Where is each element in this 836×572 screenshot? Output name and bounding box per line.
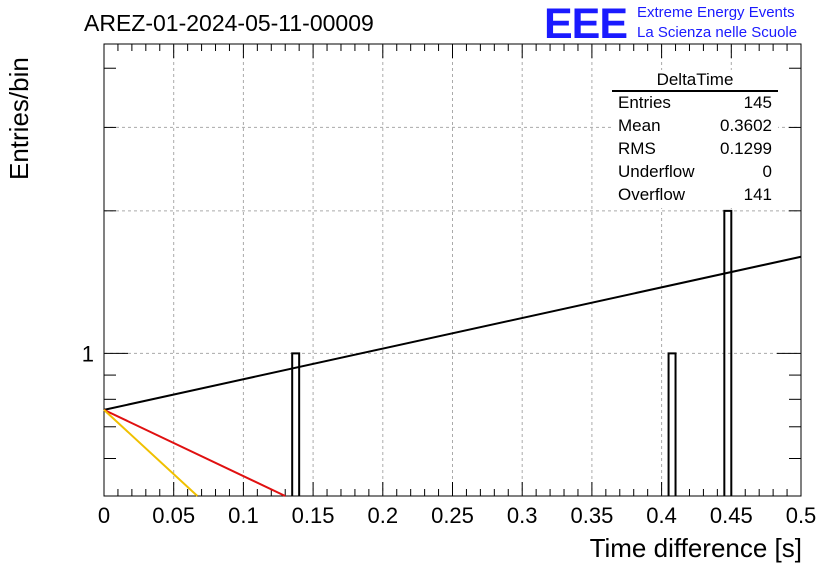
logo-text: Extreme Energy Events La Scienza nelle S… — [637, 3, 797, 43]
grid — [104, 44, 801, 496]
x-tick-label: 0.35 — [570, 503, 613, 528]
stats-key: Overflow — [618, 185, 686, 204]
fit-line — [103, 408, 286, 497]
stats-value: 0.1299 — [720, 139, 772, 158]
x-tick-label: 0.15 — [292, 503, 335, 528]
y-axis-label: Entries/bin — [4, 57, 34, 180]
tick-labels: 0 0.05 0.1 0.15 0.2 0.25 0.3 0.35 0.4 0.45 0.5 1 — [82, 341, 817, 528]
fit-line — [103, 409, 199, 497]
stats-key: Underflow — [618, 162, 695, 181]
stats-divider — [612, 90, 778, 92]
x-tick-label: 0.1 — [228, 503, 259, 528]
eee-logo: EEE — [544, 0, 628, 48]
x-axis-label: Time difference [s] — [589, 533, 802, 563]
stats-key: RMS — [618, 139, 656, 158]
histogram-bin — [667, 352, 677, 496]
x-tick-label: 0.4 — [646, 503, 677, 528]
stats-value: 0.3602 — [720, 116, 772, 135]
histogram-bin — [291, 352, 301, 496]
x-tick-label: 0.05 — [152, 503, 195, 528]
run-title: AREZ-01-2024-05-11-00009 — [84, 10, 374, 36]
logo-line-2: La Scienza nelle Scuole — [637, 24, 798, 41]
x-tick-label: 0.5 — [786, 503, 817, 528]
stats-value: 145 — [743, 93, 772, 112]
stats-title: DeltaTime — [656, 70, 734, 89]
stats-box: DeltaTime Entries 145 Mean 0.3602 RMS 0.… — [612, 70, 778, 208]
histogram-bin — [723, 209, 733, 496]
stats-row-rms: RMS 0.1299 — [618, 139, 772, 161]
x-tick-label: 0.2 — [368, 503, 399, 528]
x-tick-label: 0 — [98, 503, 110, 528]
x-tick-label: 0.45 — [710, 503, 753, 528]
stats-key: Entries — [618, 93, 671, 112]
logo-line-1: Extreme Energy Events — [637, 4, 795, 21]
fit-line — [103, 255, 802, 411]
stats-row-entries: Entries 145 — [618, 93, 772, 115]
x-tick-label: 0.25 — [431, 503, 474, 528]
x-tick-label: 0.3 — [507, 503, 538, 528]
stats-row-mean: Mean 0.3602 — [618, 116, 772, 138]
y-tick-label: 1 — [82, 341, 94, 366]
stats-value: 141 — [743, 185, 772, 204]
axis-ticks — [103, 44, 802, 497]
stats-key: Mean — [618, 116, 661, 135]
fit-lines — [103, 255, 802, 497]
stats-value: 0 — [762, 162, 772, 181]
histogram-bars — [291, 209, 733, 496]
stats-row-underflow: Underflow 0 — [618, 162, 772, 184]
stats-row-overflow: Overflow 141 — [618, 185, 772, 207]
